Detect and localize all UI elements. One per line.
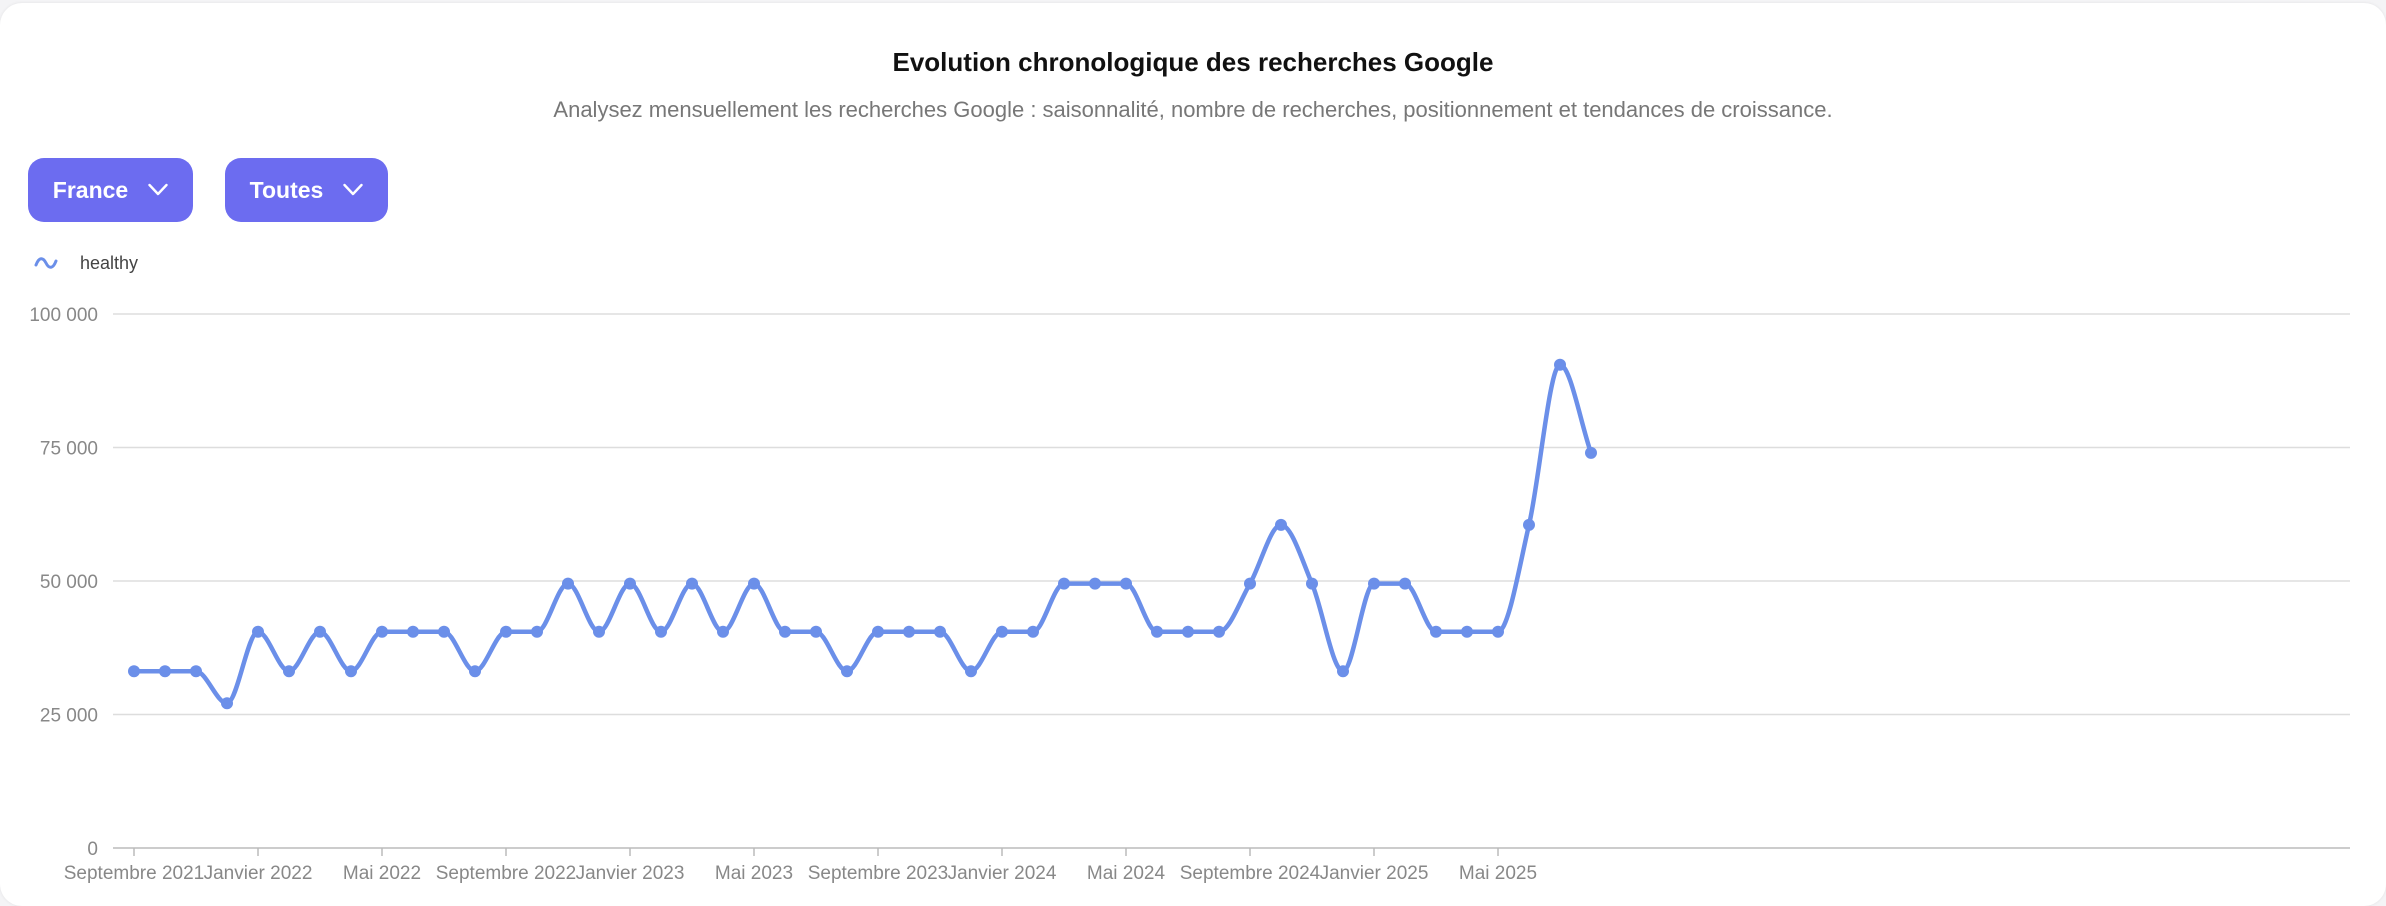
data-point[interactable]	[1213, 625, 1225, 638]
data-point[interactable]	[1089, 577, 1101, 590]
data-point[interactable]	[407, 625, 419, 638]
x-tick-label: Mai 2022	[343, 863, 421, 884]
data-point[interactable]	[1306, 577, 1318, 590]
data-point[interactable]	[1337, 665, 1349, 678]
x-tick-label: Janvier 2025	[1320, 863, 1429, 884]
data-point[interactable]	[128, 665, 140, 678]
x-tick-label: Janvier 2022	[204, 863, 313, 884]
data-point[interactable]	[1058, 577, 1070, 590]
y-tick-label: 100 000	[29, 305, 98, 326]
y-tick-label: 75 000	[40, 439, 98, 460]
x-tick-label: Septembre 2024	[1180, 863, 1321, 884]
country-dropdown-label: France	[52, 176, 129, 203]
data-point[interactable]	[934, 625, 946, 638]
page-subtitle: Analysez mensuellement les recherches Go…	[553, 97, 1833, 122]
data-point[interactable]	[314, 625, 326, 638]
series-line-healthy	[134, 362, 1594, 706]
data-point[interactable]	[1554, 358, 1566, 371]
chart-axes: 0 25 000 50 000 75 000 100 000 Septembre 2021…	[29, 305, 2350, 884]
country-dropdown[interactable]: France	[28, 158, 193, 222]
legend-series-label: healthy	[80, 252, 139, 273]
x-tick-label: Janvier 2024	[948, 863, 1057, 884]
x-tick-label: Septembre 2023	[808, 863, 949, 884]
chart-card: Evolution chronologique des recherches G…	[0, 3, 2386, 906]
chart-grid	[113, 313, 2350, 716]
data-point[interactable]	[779, 625, 791, 638]
data-point[interactable]	[624, 577, 636, 590]
data-point[interactable]	[872, 625, 884, 638]
data-point[interactable]	[1430, 625, 1442, 638]
data-point[interactable]	[190, 665, 202, 678]
data-point[interactable]	[500, 625, 512, 638]
data-point[interactable]	[655, 625, 667, 638]
x-tick-label: Mai 2023	[715, 863, 793, 884]
data-point[interactable]	[283, 665, 295, 678]
line-chart: 0 25 000 50 000 75 000 100 000 Septembre 2021…	[29, 305, 2350, 884]
wave-icon	[34, 257, 58, 269]
data-point[interactable]	[1027, 625, 1039, 638]
data-point[interactable]	[810, 625, 822, 638]
data-point[interactable]	[1244, 577, 1256, 590]
type-dropdown-label: Toutes	[249, 176, 324, 203]
y-tick-label: 0	[87, 839, 98, 860]
data-point[interactable]	[717, 625, 729, 638]
data-point[interactable]	[593, 625, 605, 638]
chart-series	[128, 358, 1597, 710]
x-tick-label: Janvier 2023	[576, 863, 685, 884]
data-point[interactable]	[841, 665, 853, 678]
chevron-down-icon	[343, 183, 364, 196]
x-tick-label: Septembre 2022	[436, 863, 577, 884]
data-point[interactable]	[1275, 518, 1287, 531]
y-tick-label: 50 000	[40, 572, 98, 593]
type-dropdown[interactable]: Toutes	[225, 158, 388, 222]
data-point[interactable]	[1399, 577, 1411, 590]
x-tick-label: Mai 2024	[1087, 863, 1166, 884]
chevron-down-icon	[148, 183, 168, 196]
data-point[interactable]	[1585, 446, 1597, 459]
data-point[interactable]	[965, 665, 977, 678]
data-point[interactable]	[252, 625, 264, 638]
data-point[interactable]	[376, 625, 388, 638]
data-point[interactable]	[1492, 625, 1504, 638]
chart-legend[interactable]: healthy	[34, 250, 138, 276]
data-point[interactable]	[1523, 518, 1535, 531]
data-point[interactable]	[748, 577, 760, 590]
x-tick-label: Mai 2025	[1459, 863, 1537, 884]
data-point[interactable]	[562, 577, 574, 590]
data-point[interactable]	[1120, 577, 1132, 590]
data-point[interactable]	[1368, 577, 1380, 590]
data-point[interactable]	[531, 625, 543, 638]
page-title: Evolution chronologique des recherches G…	[892, 47, 1494, 77]
data-point[interactable]	[221, 697, 233, 710]
data-point[interactable]	[1151, 625, 1163, 638]
y-tick-label: 25 000	[40, 706, 98, 727]
data-point[interactable]	[469, 665, 481, 678]
data-point[interactable]	[345, 665, 357, 678]
data-point[interactable]	[159, 665, 171, 678]
data-point[interactable]	[903, 625, 915, 638]
x-tick-label: Septembre 2021	[64, 863, 205, 884]
data-point[interactable]	[996, 625, 1008, 638]
data-point[interactable]	[1182, 625, 1194, 638]
data-point[interactable]	[686, 577, 698, 590]
data-point[interactable]	[438, 625, 450, 638]
data-point[interactable]	[1461, 625, 1473, 638]
